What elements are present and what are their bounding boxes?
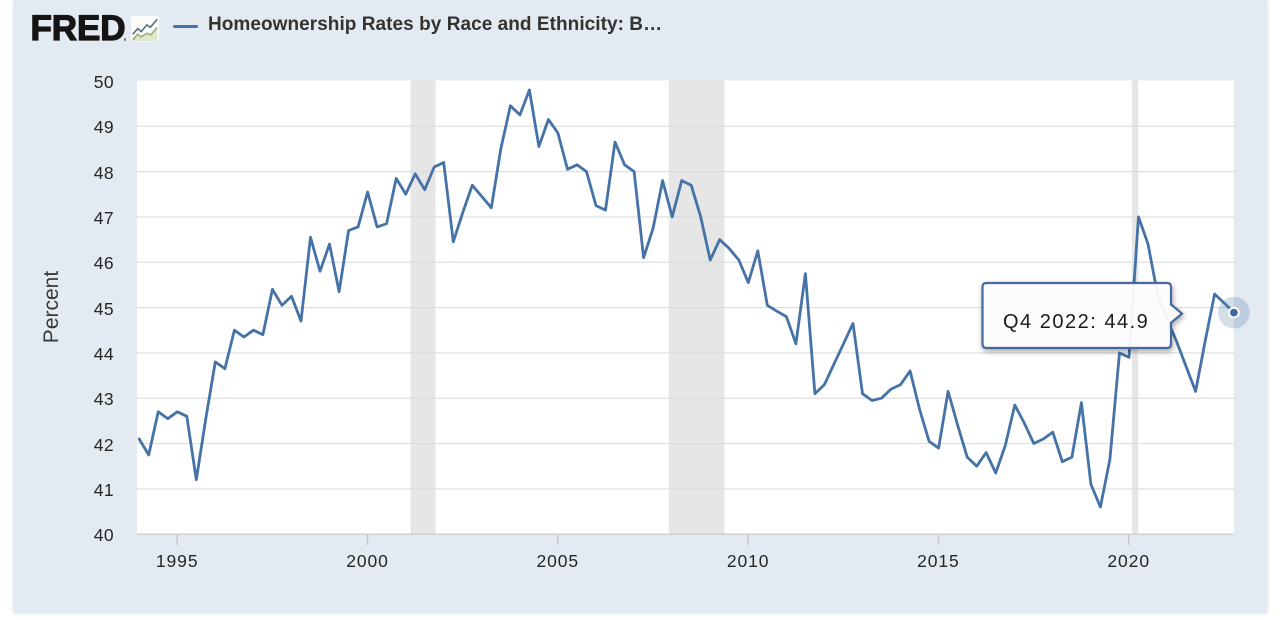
svg-text:Q4 2022: 44.9: Q4 2022: 44.9 <box>1003 311 1149 333</box>
